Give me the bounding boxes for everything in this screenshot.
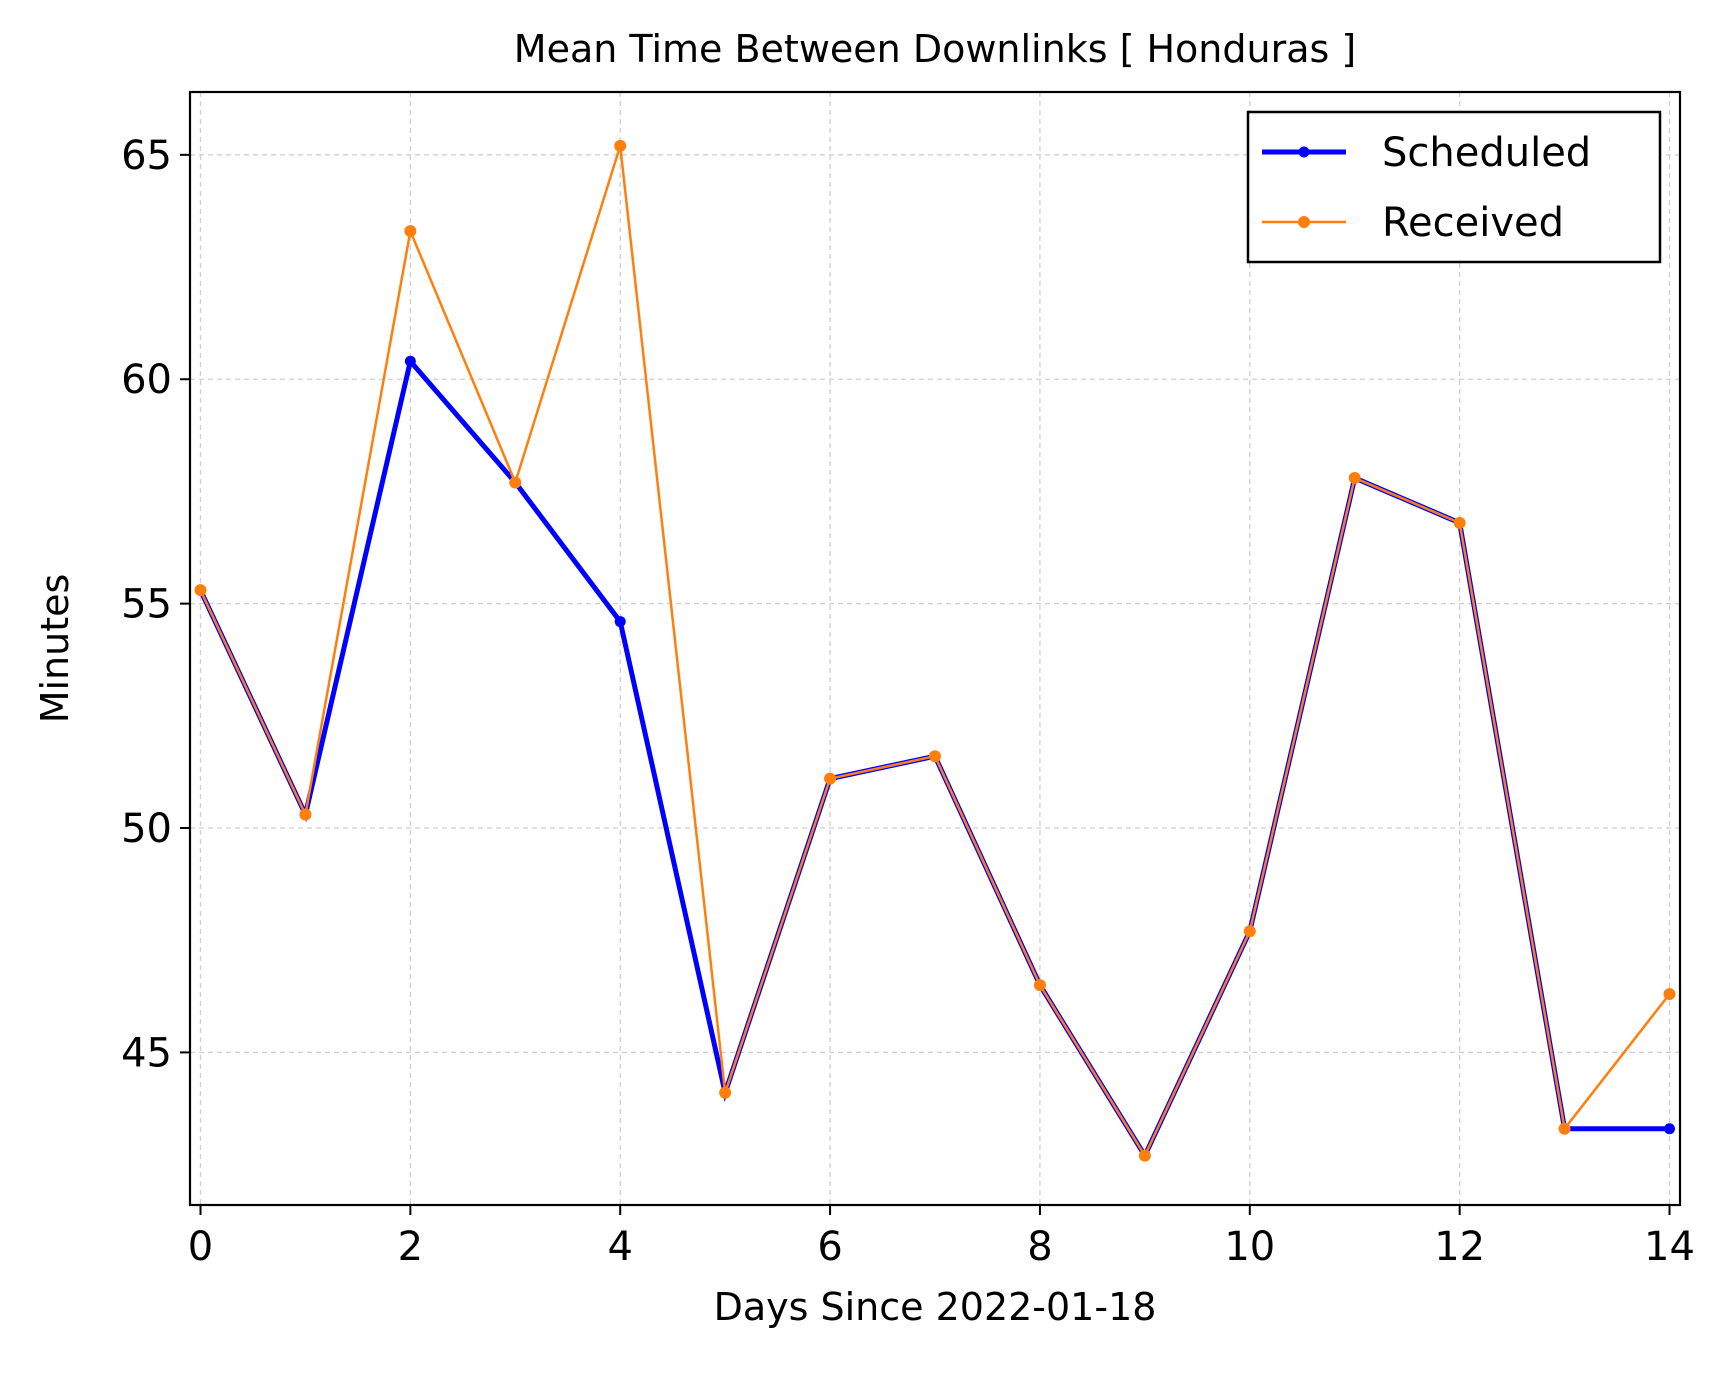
data-point-scheduled — [404, 355, 416, 367]
legend-box — [1246, 110, 1662, 264]
y-tick-label: 60 — [121, 357, 172, 403]
legend: Scheduled Received — [1246, 110, 1662, 264]
data-point-received — [509, 476, 522, 489]
data-point-received — [719, 1086, 732, 1099]
data-point-received — [614, 139, 627, 152]
legend-label-received: Received — [1382, 200, 1564, 246]
plot-frame — [188, 90, 1682, 1207]
legend-marker-received — [1298, 216, 1310, 228]
x-tick-label: 10 — [1224, 1224, 1275, 1270]
data-point-received — [929, 750, 941, 763]
data-point-received — [404, 225, 417, 238]
x-tick-label: 14 — [1644, 1224, 1695, 1270]
data-point-received — [1138, 1149, 1151, 1162]
data-point-received — [1243, 925, 1256, 938]
x-tick-label: 12 — [1434, 1224, 1485, 1270]
x-tick-label: 0 — [188, 1224, 213, 1270]
data-point-received — [1033, 979, 1046, 992]
data-point-scheduled — [614, 616, 626, 628]
x-tick-label: 4 — [607, 1224, 632, 1270]
data-point-received — [194, 584, 207, 597]
axis-ticks: 0 2 4 6 8 10 12 14 45 50 55 60 65 — [121, 133, 1695, 1270]
data-point-scheduled — [1664, 1123, 1676, 1135]
y-tick-label: 50 — [121, 806, 172, 852]
x-tick-label: 2 — [398, 1224, 423, 1270]
series-layer — [194, 139, 1676, 1162]
chart-title: Mean Time Between Downlinks [ Honduras ] — [514, 27, 1356, 71]
y-axis-label: Minutes — [33, 574, 77, 724]
data-point-received — [1348, 471, 1361, 484]
data-point-received — [299, 808, 312, 821]
y-tick-label: 55 — [121, 582, 172, 628]
legend-marker-scheduled — [1298, 146, 1310, 158]
data-point-received — [1663, 988, 1676, 1001]
grid — [190, 92, 1680, 1205]
x-tick-label: 6 — [817, 1224, 842, 1270]
y-tick-label: 45 — [121, 1030, 172, 1076]
data-point-received — [824, 772, 837, 785]
data-point-received — [1558, 1122, 1571, 1135]
x-axis-label: Days Since 2022-01-18 — [714, 1285, 1157, 1329]
x-tick-label: 8 — [1027, 1224, 1052, 1270]
legend-label-scheduled: Scheduled — [1382, 130, 1591, 176]
y-tick-label: 65 — [121, 133, 172, 179]
data-point-received — [1453, 516, 1466, 529]
